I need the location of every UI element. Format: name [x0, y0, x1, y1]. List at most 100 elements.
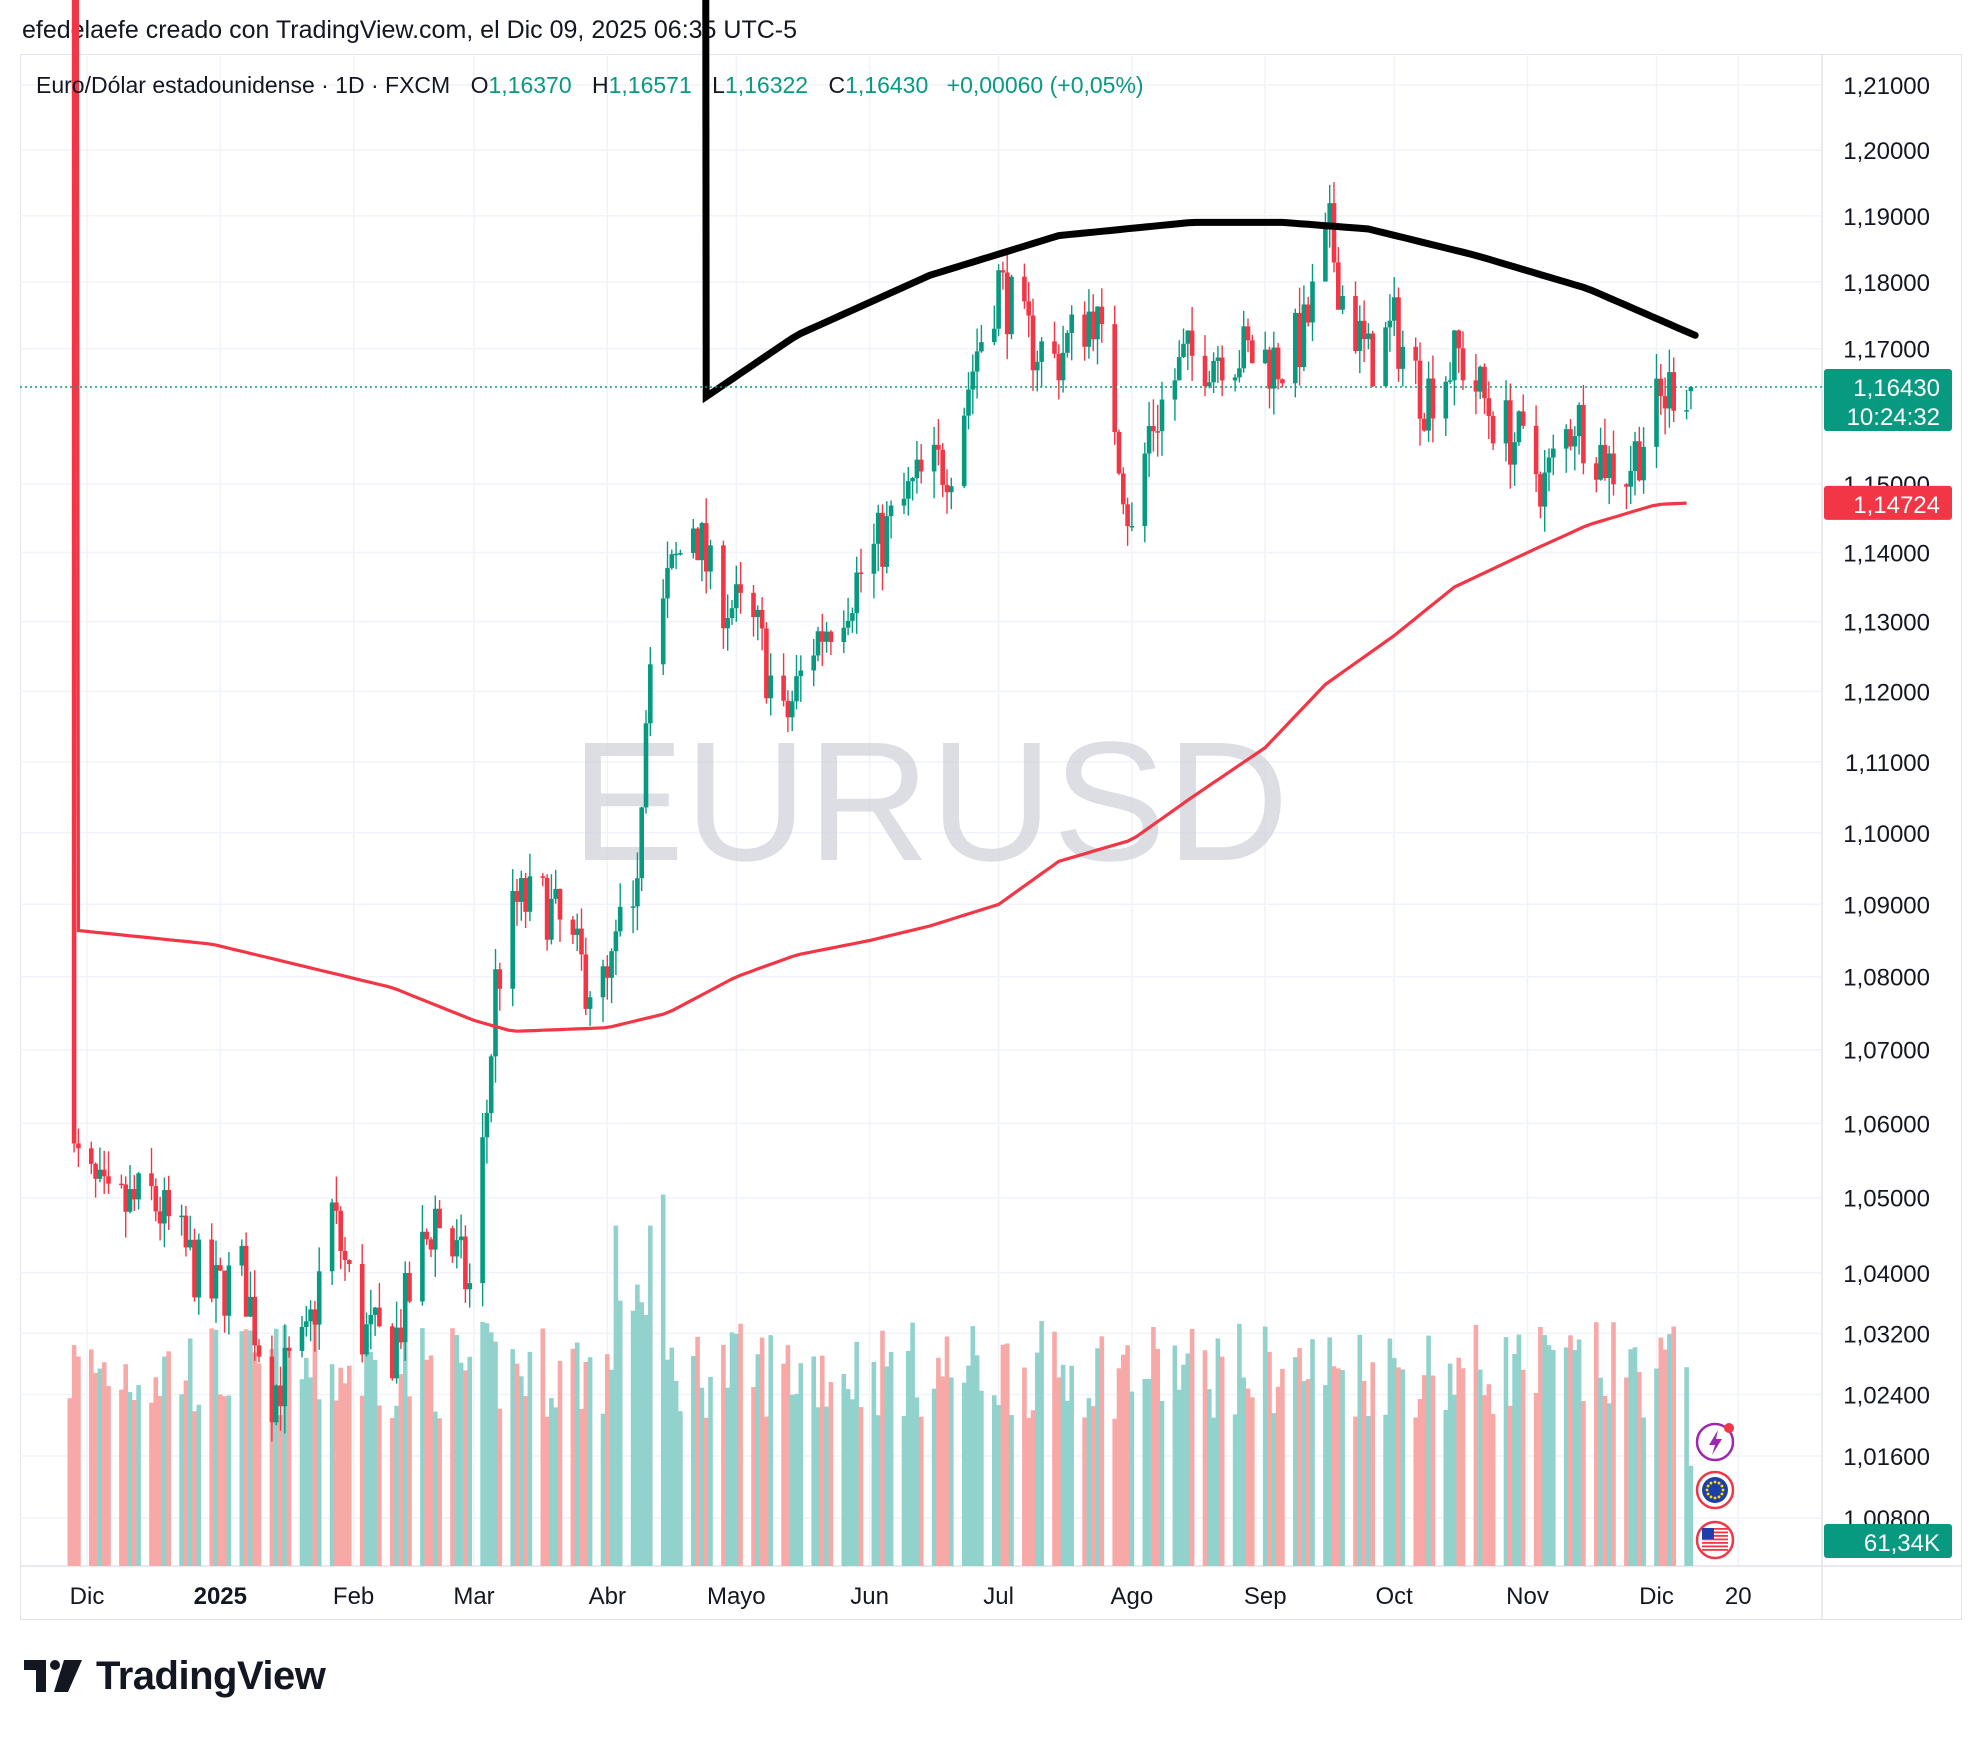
candle-body — [1542, 472, 1547, 507]
candle-body — [815, 631, 821, 656]
candle-body — [1477, 366, 1483, 392]
candle-body — [1503, 400, 1509, 444]
candle-body — [798, 670, 804, 677]
volume-bar — [127, 1392, 133, 1566]
volume-bar — [67, 1398, 73, 1566]
candle-body — [1538, 474, 1543, 507]
price-tick-label: 1,05000 — [1843, 1186, 1930, 1213]
candle-body — [1473, 380, 1479, 392]
price-tick-label: 1,02400 — [1843, 1382, 1930, 1409]
volume-bar — [1520, 1369, 1526, 1566]
open-value: 1,16370 — [488, 72, 572, 98]
candle-body — [1383, 327, 1388, 387]
candle-body — [1417, 360, 1423, 419]
volume-bar — [579, 1409, 584, 1566]
volume-bar — [1116, 1368, 1122, 1566]
volume-bar — [1026, 1417, 1031, 1566]
symbol-description[interactable]: Euro/Dólar estadounidense · 1D · FXCM — [36, 72, 451, 98]
candle-body — [1241, 326, 1246, 369]
volume-bar — [433, 1411, 438, 1566]
candle-body — [1370, 333, 1375, 387]
time-tick-label: Sep — [1244, 1583, 1287, 1610]
volume-bar — [1060, 1364, 1066, 1566]
volume-badge-text: 61,34K — [1864, 1530, 1940, 1557]
candle-body — [1207, 382, 1212, 387]
volume-bar — [213, 1329, 219, 1566]
candle-body — [1576, 405, 1582, 437]
candle-body — [248, 1296, 253, 1317]
volume-bar — [1297, 1347, 1302, 1566]
volume-bar — [1176, 1389, 1182, 1566]
eu-flag-star — [1709, 1481, 1713, 1485]
time-tick-label: Jun — [850, 1583, 889, 1610]
candle-body — [1598, 444, 1603, 480]
price-tick-label: 1,07000 — [1843, 1038, 1930, 1065]
volume-bar — [273, 1328, 279, 1566]
volume-bar — [179, 1394, 184, 1566]
volume-bar — [299, 1379, 305, 1566]
candle-body — [1219, 357, 1225, 381]
volume-bar — [1662, 1349, 1668, 1566]
high-label: H — [592, 72, 609, 98]
volume-bar — [218, 1394, 223, 1566]
volume-bar — [1172, 1345, 1178, 1566]
volume-bar — [226, 1395, 232, 1566]
price-tick-label: 1,12000 — [1843, 679, 1930, 706]
candle-body — [213, 1265, 219, 1299]
volume-bar — [450, 1328, 455, 1566]
volume-bar — [132, 1399, 137, 1566]
candle-body — [858, 572, 864, 575]
candle-body — [751, 592, 756, 618]
time-tick-label: Oct — [1376, 1583, 1414, 1610]
candle-body — [149, 1173, 154, 1187]
volume-bar — [1207, 1389, 1212, 1566]
volume-bar — [316, 1399, 322, 1566]
chart-caption: efedelaefe creado con TradingView.com, e… — [22, 16, 797, 44]
price-chart[interactable]: EURUSD 1,21000 1,20000 1,19000 1,18000 1,170… — [0, 0, 1980, 1650]
volume-bar — [1396, 1367, 1401, 1566]
candle-body — [286, 1347, 292, 1351]
brand-name: TradingView — [96, 1654, 326, 1698]
candle-body — [901, 498, 907, 506]
volume-bar — [1658, 1337, 1664, 1566]
volume-bar — [1310, 1339, 1315, 1566]
volume-bar — [1624, 1377, 1629, 1566]
candle-body — [966, 389, 971, 416]
candle-body — [372, 1307, 378, 1315]
lightning-icon — [1695, 1422, 1735, 1462]
eu-flag-icon — [1695, 1470, 1735, 1510]
time-tick-label: Dic — [70, 1583, 105, 1610]
volume-bar — [906, 1350, 911, 1566]
price-tick-label: 1,14000 — [1843, 541, 1930, 568]
tradingview-logo[interactable]: TradingView — [24, 1654, 326, 1699]
volume-bar — [493, 1341, 498, 1566]
candle-body — [961, 415, 967, 487]
candle-body — [1340, 295, 1345, 310]
volume-bar — [1211, 1417, 1216, 1566]
volume-bar — [721, 1344, 726, 1566]
candle-body — [1052, 341, 1057, 354]
candle-body — [1232, 377, 1238, 381]
price-tick-label: 1,08000 — [1843, 965, 1930, 992]
volume-bar — [1456, 1357, 1461, 1566]
candle-body — [467, 1283, 472, 1290]
volume-bar — [1009, 1415, 1014, 1566]
volume-bar — [1069, 1365, 1074, 1566]
volume-bar — [1671, 1326, 1676, 1566]
volume-bar — [1452, 1394, 1457, 1566]
candle-body — [1060, 352, 1066, 381]
volume-bar — [101, 1362, 107, 1566]
chart-frame[interactable] — [20, 54, 1962, 1620]
candle-body — [420, 1231, 425, 1302]
candle-body — [1142, 453, 1148, 527]
volume-bar — [256, 1363, 262, 1566]
candle-body — [1297, 312, 1302, 368]
volume-bar — [1482, 1395, 1487, 1566]
volume-bar — [1237, 1323, 1242, 1566]
price-tick-label: 1,21000 — [1843, 73, 1930, 100]
volume-bar — [1516, 1334, 1522, 1566]
candle-body — [1305, 304, 1311, 323]
volume-bar — [1353, 1416, 1358, 1566]
time-tick-label: 2025 — [194, 1583, 247, 1610]
volume-bar — [239, 1331, 245, 1566]
